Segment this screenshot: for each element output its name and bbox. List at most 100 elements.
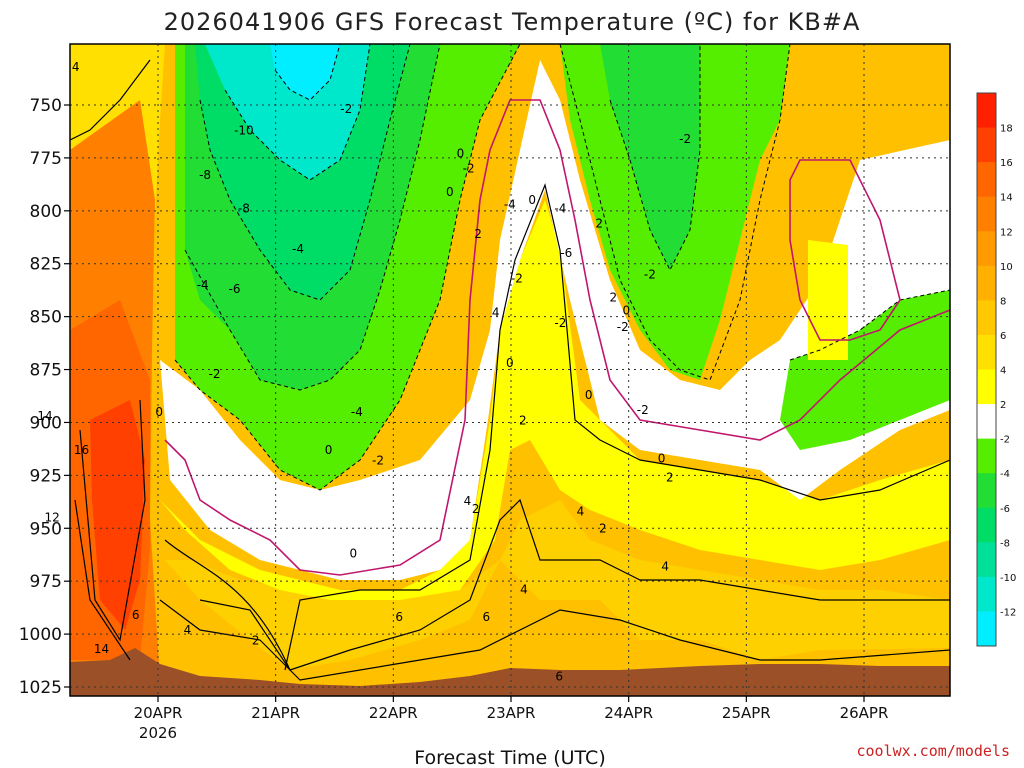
- contour-label: 2: [610, 291, 618, 305]
- contours-solid: [70, 59, 950, 681]
- contour-label: 12: [44, 511, 59, 525]
- fill-band-green-mid-right: [600, 44, 700, 270]
- x-axis-label: Forecast Time (UTC): [414, 747, 605, 768]
- y-tick-label: 775: [30, 149, 62, 169]
- axes: 7507758008258508759009259509751000102520…: [19, 96, 889, 722]
- contour-label: -8: [238, 202, 250, 216]
- colorbar-swatch: [977, 162, 996, 198]
- contours-dashed: [174, 44, 950, 491]
- colorbar-label: 12: [1000, 227, 1013, 238]
- x-tick-label: 25APR: [722, 704, 771, 722]
- contour-label: -2: [208, 367, 220, 381]
- contour-label: -2: [637, 403, 649, 417]
- colorbar-swatch: [977, 507, 996, 543]
- contour-neg10: [274, 44, 341, 101]
- credit: coolwx.com/models: [856, 742, 1010, 760]
- contour-neg2-far: [789, 289, 950, 361]
- contour-label: -2: [511, 272, 523, 286]
- contour-label: 4: [661, 559, 669, 573]
- colorbar-swatch: [977, 231, 996, 267]
- contour-label: 0: [446, 185, 454, 199]
- contour-label: -8: [199, 168, 211, 182]
- colorbar-label: -4: [1000, 469, 1010, 480]
- contour-label: 0: [585, 388, 593, 402]
- contour-neg6: [199, 44, 411, 301]
- colorbar-label: 16: [1000, 158, 1013, 169]
- y-tick-label: 950: [30, 519, 62, 539]
- y-tick-label: 750: [30, 96, 62, 116]
- y-tick-label: 1025: [19, 678, 62, 698]
- colorbar-swatch: [977, 196, 996, 232]
- colorbar-swatch: [977, 369, 996, 405]
- contour-label: 6: [395, 610, 403, 624]
- contour-left-4: [70, 59, 151, 141]
- colorbar-swatch: [977, 265, 996, 301]
- contour-label: 4: [464, 494, 472, 508]
- x-year: 2026: [139, 724, 177, 742]
- x-tick-label: 23APR: [487, 704, 536, 722]
- contour-label: -2: [340, 102, 352, 116]
- contour-label: 2: [599, 521, 607, 535]
- contour-label: -4: [292, 242, 304, 256]
- contour-label: -4: [197, 278, 209, 292]
- contour-label: -4: [504, 197, 516, 211]
- contour-neg4: [184, 44, 441, 391]
- contour-label: 4: [577, 504, 585, 518]
- plot-fill: [70, 44, 950, 696]
- contour-label: 6: [132, 608, 140, 622]
- colorbar-swatch: [977, 93, 996, 129]
- contour-label: 0: [506, 356, 514, 370]
- contour-label: -2: [617, 320, 629, 334]
- colorbar-label: -2: [1000, 435, 1010, 446]
- fill-band-left-red: [90, 400, 145, 630]
- contour-label: 2: [472, 502, 480, 516]
- contour-label: -2: [372, 454, 384, 468]
- contour-label: 2: [595, 217, 603, 231]
- x-tick-label: 20APR: [134, 704, 183, 722]
- y-tick-label: 875: [30, 361, 62, 381]
- x-tick-label: 22APR: [369, 704, 418, 722]
- y-tick-label: 850: [30, 308, 62, 328]
- colorbar-swatch: [977, 611, 996, 647]
- contour-4: [199, 498, 950, 671]
- colorbar-swatch: [977, 300, 996, 336]
- colorbar-label: 18: [1000, 124, 1013, 135]
- contour-12: [74, 499, 131, 661]
- colorbar-label: -8: [1000, 538, 1010, 549]
- contour-neg2-right: [559, 44, 791, 381]
- contour-label: 0: [350, 547, 358, 561]
- contour-label: 16: [74, 443, 89, 457]
- contour-6: [159, 599, 950, 681]
- contour-label: 2: [252, 633, 260, 647]
- contour-neg4-right: [609, 44, 701, 272]
- contour-labels: 4-10-8-8-6-4-4-2-2-40-20002420-2-4-6-2-2…: [37, 60, 691, 684]
- gridlines: [70, 44, 950, 696]
- contour-label: 4: [72, 60, 80, 74]
- colorbar-swatch: [977, 334, 996, 370]
- colorbar-label: 10: [1000, 262, 1013, 273]
- contour-label: 0: [622, 303, 630, 317]
- contour-label: 6: [555, 669, 563, 683]
- colorbar-swatch: [977, 404, 996, 440]
- contours-zero: [164, 99, 950, 576]
- contour-2: [164, 182, 950, 671]
- x-tick-label: 26APR: [840, 704, 889, 722]
- y-tick-label: 925: [30, 466, 62, 486]
- contour-label: 0: [325, 443, 333, 457]
- y-tick-label: 1000: [19, 625, 62, 645]
- fill-band-white: [160, 60, 950, 580]
- fill-band-2to4: [160, 200, 950, 600]
- contour-label: -4: [554, 202, 566, 216]
- x-tick-label: 24APR: [604, 704, 653, 722]
- contour-label: -2: [554, 316, 566, 330]
- colorbar-swatch: [977, 542, 996, 578]
- contour-label: 2: [666, 470, 674, 484]
- contour-label: 2: [474, 227, 482, 241]
- y-tick-label: 900: [30, 413, 62, 433]
- colorbar-label: 6: [1000, 331, 1006, 342]
- terrain: [70, 648, 950, 696]
- contour-label: -4: [351, 405, 363, 419]
- contour-label: 4: [492, 305, 500, 319]
- contour-label: -2: [644, 267, 656, 281]
- contour-label: 6: [482, 610, 490, 624]
